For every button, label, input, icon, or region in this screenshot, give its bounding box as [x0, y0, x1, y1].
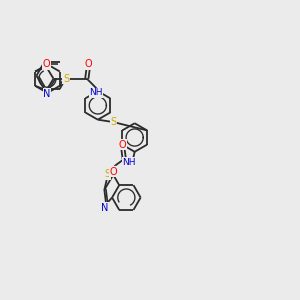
- Text: O: O: [110, 167, 117, 177]
- Text: O: O: [119, 140, 127, 150]
- Text: O: O: [43, 59, 50, 69]
- Text: S: S: [63, 74, 69, 84]
- Text: NH: NH: [123, 158, 136, 167]
- Text: S: S: [105, 169, 111, 179]
- Text: N: N: [101, 203, 109, 213]
- Text: N: N: [43, 89, 51, 99]
- Text: NH: NH: [89, 88, 103, 97]
- Text: O: O: [85, 59, 92, 69]
- Text: S: S: [110, 117, 116, 127]
